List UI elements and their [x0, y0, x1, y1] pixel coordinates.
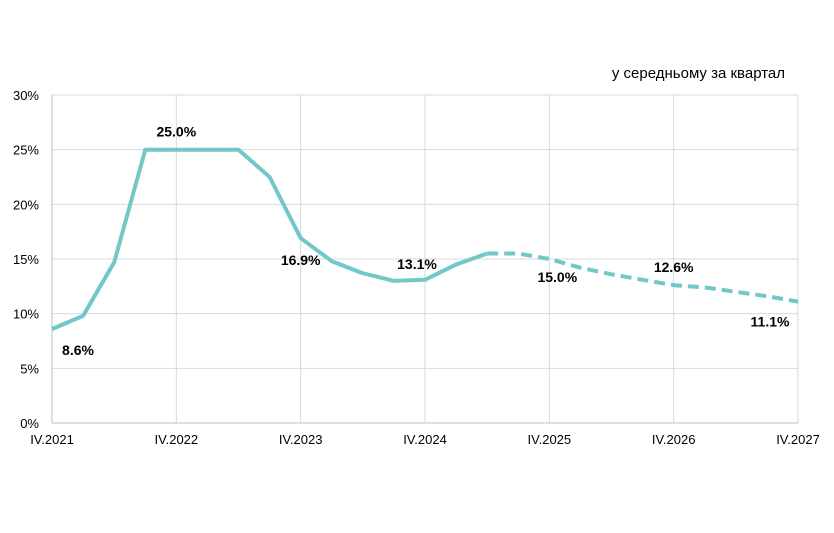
data-label: 16.9%: [281, 252, 321, 268]
data-label: 8.6%: [62, 342, 94, 358]
x-tick-label: IV.2023: [279, 432, 323, 447]
unit-note: у середньому за квартал: [612, 65, 785, 82]
x-tick-label: IV.2025: [528, 432, 572, 447]
actual-series-line: [51, 147, 488, 331]
y-tick-label: 0%: [20, 416, 39, 431]
x-tick-label: IV.2024: [403, 432, 447, 447]
x-tick-label: IV.2026: [652, 432, 696, 447]
data-label: 12.6%: [654, 259, 694, 275]
forecast-series-line: [487, 251, 799, 304]
y-tick-label: 15%: [13, 252, 39, 267]
axes: 0% 5% 10% 15% 20% 25% 30% IV.2021 IV.2022 IV.2023…: [13, 88, 820, 447]
y-tick-label: 20%: [13, 197, 39, 212]
x-tick-label: IV.2027: [776, 432, 820, 447]
data-label: 13.1%: [397, 256, 437, 272]
y-tick-label: 10%: [13, 307, 39, 322]
x-tick-label: IV.2022: [155, 432, 199, 447]
x-tick-label: IV.2021: [30, 432, 74, 447]
data-label: 25.0%: [156, 124, 196, 140]
data-label: 15.0%: [537, 269, 577, 285]
data-label: 11.1%: [751, 314, 790, 330]
data-labels: 8.6% 25.0% 16.9% 13.1% 15.0% 12.6% 11.1%: [62, 124, 790, 358]
y-tick-label: 5%: [20, 361, 39, 376]
y-tick-label: 30%: [13, 88, 39, 103]
y-tick-label: 25%: [13, 143, 39, 158]
series-lines: [51, 147, 799, 331]
